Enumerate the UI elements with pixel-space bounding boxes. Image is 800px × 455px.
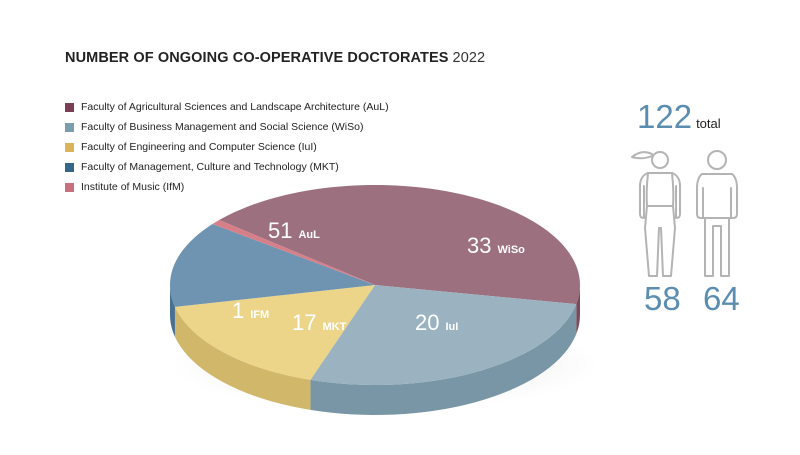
slice-value: 33: [467, 233, 491, 258]
pie-slice-iui: [174, 285, 375, 380]
total-block: 122 total: [637, 98, 721, 136]
total-value: 122: [637, 98, 693, 135]
chart-title: NUMBER OF ONGOING CO-OPERATIVE DOCTORATE…: [65, 50, 485, 66]
legend-item-aul: Faculty of Agricultural Sciences and Lan…: [65, 97, 389, 117]
male-count: 64: [703, 280, 740, 317]
legend-label: Faculty of Agricultural Sciences and Lan…: [81, 101, 389, 113]
pie-side-mkt: [170, 285, 175, 337]
pie-slice-mkt: [170, 224, 375, 307]
slice-label-ifm: 1 IFM: [232, 298, 269, 323]
slice-label-aul: 51 AuL: [268, 218, 320, 243]
slice-value: 1: [232, 298, 244, 323]
pie-slice-ifm: [212, 220, 375, 285]
slice-category: AuL: [298, 229, 320, 241]
legend-item-mkt: Faculty of Management, Culture and Techn…: [65, 157, 389, 177]
legend-swatch: [65, 162, 74, 172]
legend-label: Faculty of Engineering and Computer Scie…: [81, 141, 317, 153]
pie-labels: 51 AuL 33 WiSo 20 IuI 17 MKT 1 IFM: [232, 218, 525, 335]
pie-slice-wiso: [310, 285, 577, 385]
slice-label-mkt: 17 MKT: [292, 310, 347, 335]
slice-category: WiSo: [497, 244, 525, 256]
legend-swatch: [65, 122, 74, 132]
chart-title-year: 2022: [452, 50, 486, 66]
legend-item-ifm: Institute of Music (IfM): [65, 177, 389, 197]
legend-label: Institute of Music (IfM): [81, 181, 185, 193]
legend-swatch: [65, 102, 74, 112]
slice-category: MKT: [322, 321, 346, 333]
slice-value: 20: [415, 310, 439, 335]
legend-item-wiso: Faculty of Business Management and Socia…: [65, 117, 389, 137]
slice-category: IFM: [250, 309, 269, 321]
legend-label: Faculty of Management, Culture and Techn…: [81, 161, 339, 173]
pie-slice-aul: [219, 185, 580, 305]
pie-side-iui: [174, 306, 311, 410]
chart-title-text: NUMBER OF ONGOING CO-OPERATIVE DOCTORATE…: [65, 50, 449, 66]
legend: Faculty of Agricultural Sciences and Lan…: [65, 97, 389, 197]
slice-label-wiso: 33 WiSo: [467, 233, 525, 258]
slice-value: 51: [268, 218, 292, 243]
slice-category: IuI: [445, 321, 458, 333]
pie-side-wiso: [310, 304, 577, 415]
pie-sides: [170, 285, 580, 415]
slice-label-iui: 20 IuI: [415, 310, 458, 335]
female-count: 58: [644, 280, 681, 317]
legend-item-iui: Faculty of Engineering and Computer Scie…: [65, 137, 389, 157]
legend-swatch: [65, 182, 74, 192]
total-label: total: [696, 116, 721, 131]
pie-tops: [170, 185, 580, 385]
legend-swatch: [65, 142, 74, 152]
legend-label: Faculty of Business Management and Socia…: [81, 121, 364, 133]
slice-value: 17: [292, 310, 316, 335]
pie-side-aul: [576, 285, 580, 335]
